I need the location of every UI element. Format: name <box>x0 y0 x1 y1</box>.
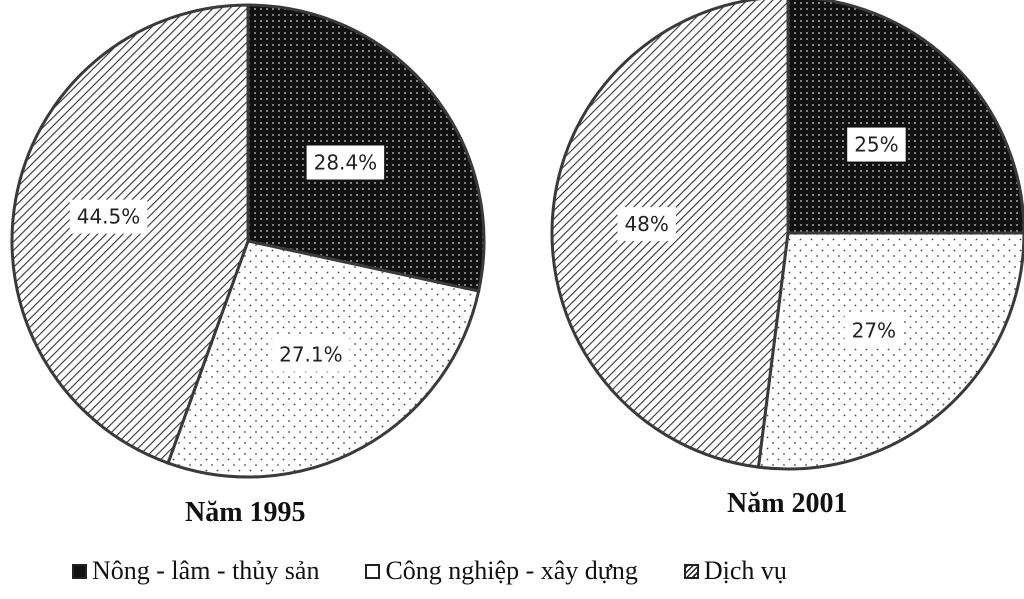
pie-2001-title: Năm 2001 <box>727 488 848 519</box>
legend-swatch-industry <box>365 563 381 579</box>
legend-swatch-services <box>683 563 699 579</box>
svg-text:25%: 25% <box>854 133 898 157</box>
legend-item-agriculture: Nông - lâm - thủy sản <box>72 556 319 586</box>
pie-1995-slice-services <box>10 3 250 465</box>
legend-item-industry: Công nghiệp - xây dựng <box>365 556 638 586</box>
legend-item-services: Dịch vụ <box>683 556 787 586</box>
svg-text:27.1%: 27.1% <box>279 343 343 367</box>
legend: Nông - lâm - thủy sản Công nghiệp - xây … <box>72 556 787 586</box>
pie-1995-label-industry: 27.1% <box>272 337 350 372</box>
svg-text:48%: 48% <box>624 212 668 236</box>
pie-2001: 25% 27% 48% <box>550 0 1024 471</box>
pie-1995-label-services: 44.5% <box>69 199 148 234</box>
pie-2001-label-agriculture: 25% <box>847 127 906 162</box>
pie-1995-label-agriculture: 28.4% <box>306 145 385 180</box>
svg-text:28.4%: 28.4% <box>314 150 378 174</box>
pie-2001-slice-industry <box>756 231 1024 471</box>
svg-text:27%: 27% <box>852 318 896 342</box>
legend-swatch-agriculture <box>72 563 87 579</box>
pie-2001-slice-agriculture <box>786 0 1024 235</box>
pie-1995-title: Năm 1995 <box>185 497 306 528</box>
legend-label-services: Dịch vụ <box>703 556 787 585</box>
pie-charts: 28.4% 27.1% 44.5% 25% 27% 48% <box>10 0 1024 479</box>
svg-text:44.5%: 44.5% <box>77 205 141 229</box>
pie-2001-label-services: 48% <box>617 207 676 242</box>
legend-label-agriculture: Nông - lâm - thủy sản <box>92 556 320 585</box>
pie-2001-label-industry: 27% <box>844 313 904 348</box>
legend-label-industry: Công nghiệp - xây dựng <box>385 556 638 585</box>
pie-1995: 28.4% 27.1% 44.5% <box>10 3 486 479</box>
